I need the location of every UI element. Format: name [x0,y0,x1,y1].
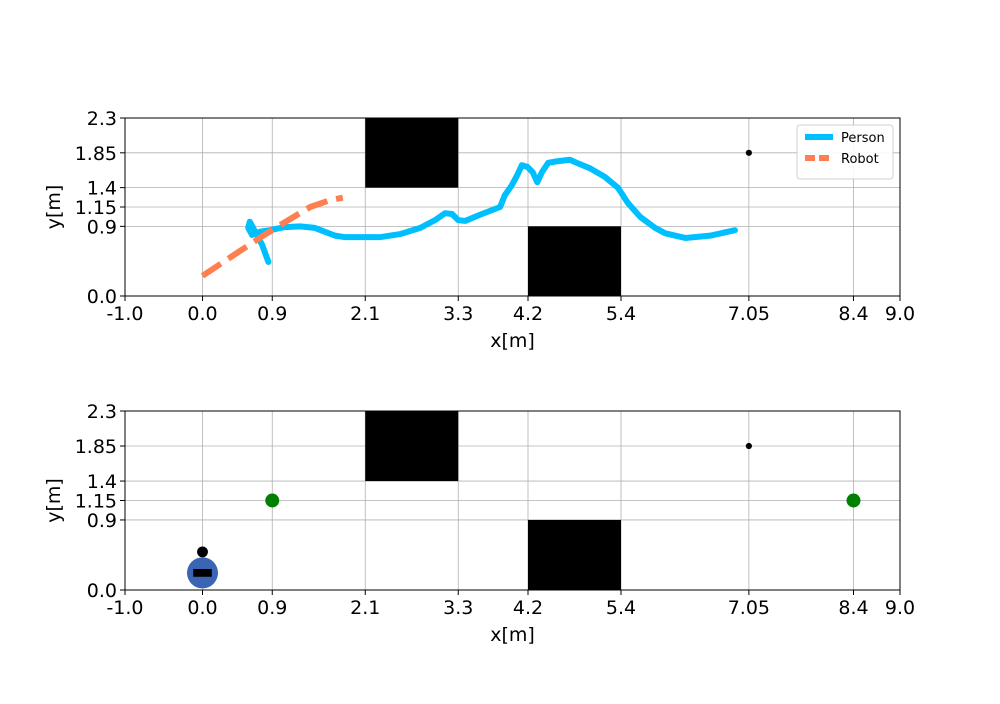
obstacle [365,118,459,188]
x-tick-label: 2.1 [350,597,380,619]
x-tick-label: 0.9 [257,597,287,619]
x-tick-label: 7.05 [728,303,770,325]
x-tick-label: 5.4 [606,597,636,619]
marker [745,149,752,156]
axes-frame [124,117,901,297]
y-tick-label: 1.15 [75,491,117,513]
y-tick-label: 1.85 [75,143,117,165]
legend-label: Person [841,131,885,146]
x-tick-label: 9.0 [885,597,915,619]
x-tick-label: 5.4 [606,303,636,325]
marker [846,493,861,508]
marker [197,546,208,558]
obstacle [528,226,621,296]
x-tick-label: 9.0 [885,303,915,325]
y-tick-label: 0.9 [87,510,117,532]
x-tick-label: 8.4 [838,303,868,325]
plot: -1.0 0.0 0.9 2.1 3.3 4.2 5.4 7.05 8.4 9.00.00.91.… [43,401,915,646]
y-axis-label: y[m] [43,478,65,523]
trajectory [200,194,344,279]
y-tick-label: 1.85 [75,436,117,458]
y-tick-label: 1.4 [87,178,117,200]
x-tick-label: 3.3 [443,303,473,325]
x-tick-label: 0.9 [257,303,287,325]
x-tick-label: 7.05 [728,597,770,619]
obstacle [528,519,621,590]
x-tick-label: 3.3 [443,597,473,619]
obstacle [365,411,459,482]
x-tick-label: 8.4 [838,597,868,619]
y-tick-label: 0.0 [87,580,117,602]
x-axis-label: x[m] [490,330,535,352]
y-tick-label: 0.9 [87,216,117,238]
y-axis-label: y[m] [43,185,65,230]
x-tick-label: 4.2 [513,303,543,325]
x-tick-label: 0.0 [187,303,217,325]
trajectory [245,156,738,265]
x-tick-label: 2.1 [350,303,380,325]
legend-label: Robot [841,152,879,167]
x-tick-label: -1.0 [106,303,143,325]
plot: -1.0 0.0 0.9 2.1 3.3 4.2 5.4 7.05 8.4 9.00.00.91.… [43,108,915,352]
y-tick-label: 1.4 [87,471,117,493]
marker [745,442,752,450]
marker [265,493,280,508]
x-axis-label: x[m] [490,624,535,646]
axes-frame [124,410,901,591]
x-tick-label: -1.0 [106,597,143,619]
x-tick-label: 4.2 [513,597,543,619]
y-tick-label: 2.3 [87,108,117,130]
marker-body [193,569,212,577]
y-tick-label: 0.0 [87,286,117,308]
y-tick-label: 1.15 [75,197,117,219]
y-tick-label: 2.3 [87,401,117,423]
x-tick-label: 0.0 [187,597,217,619]
